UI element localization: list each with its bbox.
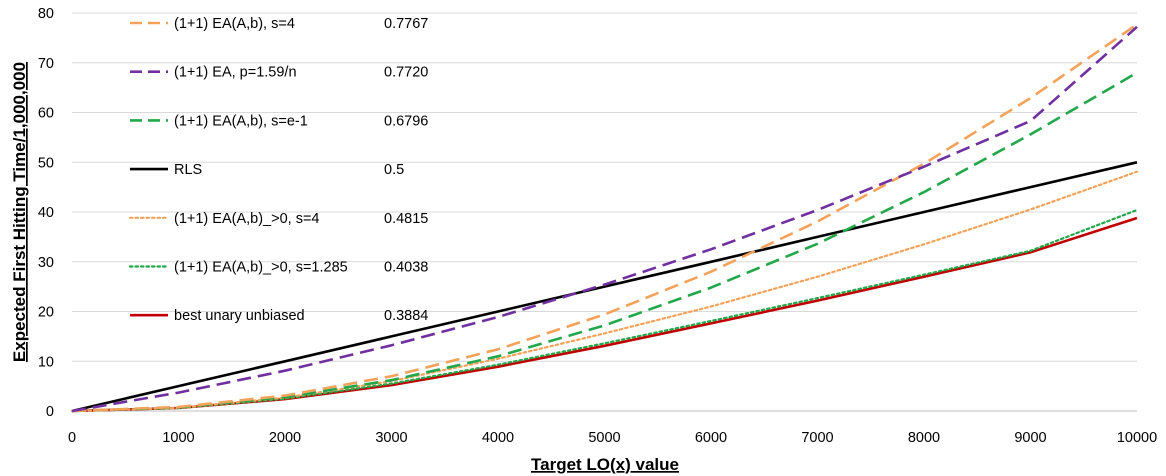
x-tick-label: 3000 (375, 430, 407, 446)
x-axis-title: Target LO(x) value (531, 455, 679, 474)
y-tick-label: 30 (38, 255, 54, 271)
y-tick-label: 20 (38, 305, 54, 321)
series-line (71, 161, 1138, 413)
x-tick-label: 0 (68, 430, 76, 446)
x-tick-label: 1000 (162, 430, 194, 446)
legend-value: 0.7720 (384, 65, 428, 81)
legend-label: best unary unbiased (174, 308, 305, 324)
legend-label: (1+1) EA(A,b), s=e-1 (174, 113, 308, 129)
x-tick-label: 5000 (588, 430, 620, 446)
y-tick-label: 70 (38, 56, 54, 72)
legend-value: 0.4815 (384, 211, 428, 227)
legend-value: 0.7767 (384, 16, 428, 32)
y-tick-label: 0 (46, 404, 54, 420)
legend: (1+1) EA(A,b), s=4 0.7767 (1+1) EA, p=1.59… (128, 16, 428, 324)
legend-label: (1+1) EA(A,b)_>0, s=1.285 (174, 260, 348, 276)
y-tick-label: 50 (38, 155, 54, 171)
legend-value: 0.6796 (384, 113, 428, 129)
y-axis-ticks: 0 10 20 30 40 50 60 70 80 (38, 6, 54, 420)
legend-label: (1+1) EA(A,b)_>0, s=4 (174, 211, 319, 227)
x-tick-label: 7000 (801, 430, 833, 446)
x-tick-label: 2000 (269, 430, 301, 446)
legend-value: 0.5 (384, 162, 404, 178)
series-line (71, 23, 1138, 413)
legend-value: 0.4038 (384, 260, 428, 276)
y-tick-label: 40 (38, 205, 54, 221)
series-line (70, 170, 1139, 413)
y-tick-label: 60 (38, 106, 54, 122)
series-line (71, 25, 1138, 413)
x-tick-label: 8000 (908, 430, 940, 446)
y-tick-label: 10 (38, 354, 54, 370)
legend-value: 0.3884 (384, 308, 428, 324)
x-tick-label: 10000 (1117, 430, 1157, 446)
legend-label: RLS (174, 162, 202, 178)
x-tick-label: 4000 (482, 430, 514, 446)
y-axis-title: Expected First Hitting Time/1,000,000 (10, 62, 29, 362)
y-tick-label: 80 (38, 6, 54, 22)
x-axis-ticks: 0 1000 2000 3000 4000 5000 6000 7000 8000 9000 100… (68, 430, 1157, 446)
series-lines (70, 23, 1139, 413)
legend-label: (1+1) EA(A,b), s=4 (174, 16, 295, 32)
x-tick-label: 6000 (695, 430, 727, 446)
x-tick-label: 9000 (1014, 430, 1046, 446)
gridlines (72, 12, 1137, 412)
legend-label: (1+1) EA, p=1.59/n (174, 65, 297, 81)
